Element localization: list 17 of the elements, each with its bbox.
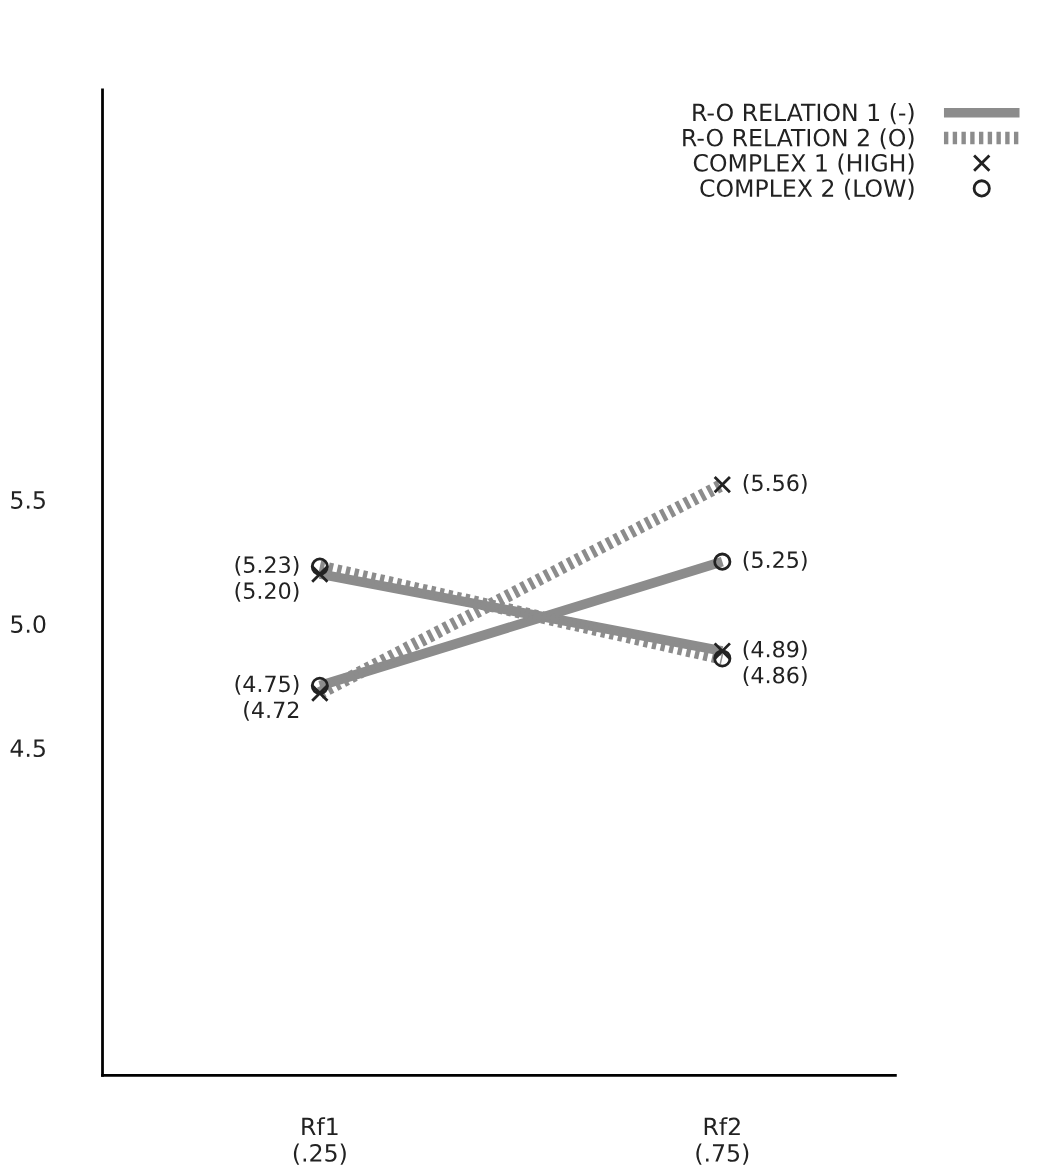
annotation: COMPLEX 1 (HIGH): [693, 153, 914, 175]
y-tick-label: 4.5: [10, 739, 45, 758]
data-label: (4.75): [235, 675, 299, 695]
x-tick-label: Rf1 (.25): [293, 1117, 346, 1165]
data-label: (5.20): [235, 581, 299, 602]
data-label: (5.56): [743, 473, 807, 494]
data-label: (4.89): [743, 640, 807, 661]
annotation: R-O RELATION 2 (O): [683, 128, 914, 150]
data-label: (4.72: [244, 701, 299, 721]
annotation: R-O RELATION 1 (-): [693, 103, 914, 125]
data-label: (4.86): [743, 666, 807, 687]
y-tick-label: 5.5: [11, 491, 45, 509]
data-label: (5.23): [235, 555, 299, 576]
y-tick-label: 5.0: [11, 615, 46, 634]
x-tick-label: Rf2 (.75): [696, 1117, 749, 1165]
data-label: (5.25): [743, 550, 807, 571]
annotation: COMPLEX 2 (LOW): [700, 178, 914, 200]
